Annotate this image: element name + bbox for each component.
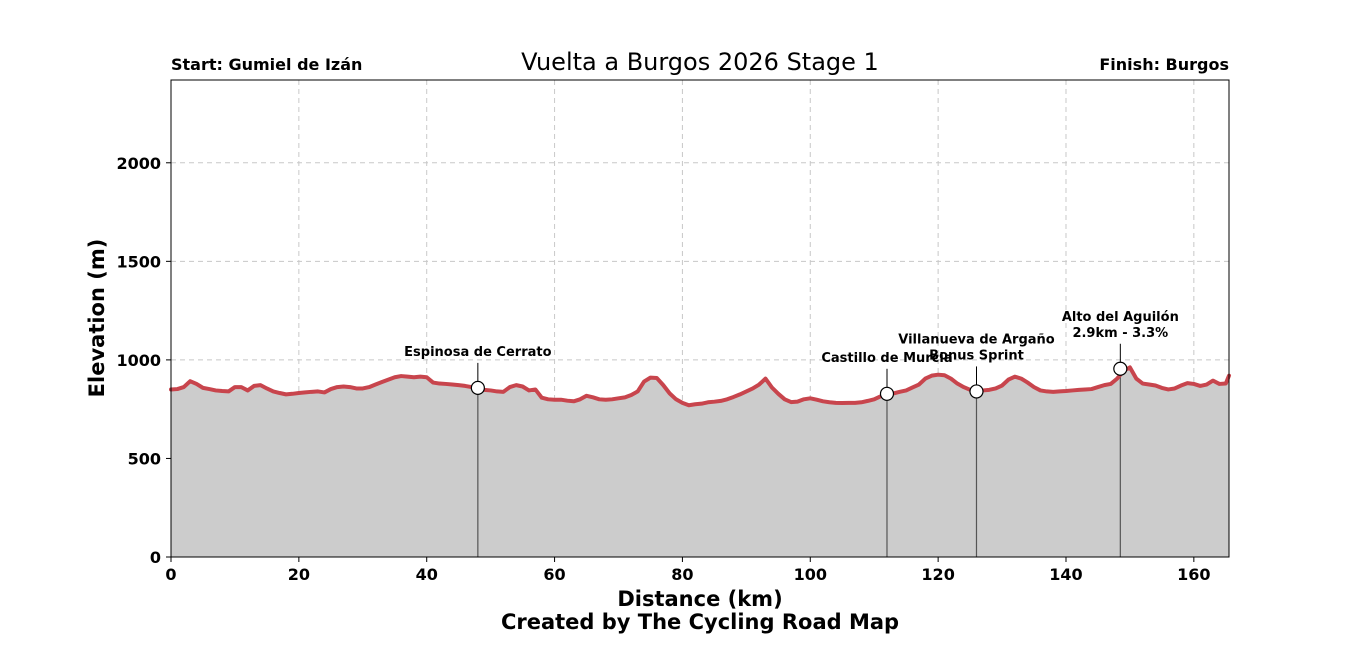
plot-frame [170, 79, 1230, 558]
y-tick-label: 1500 [116, 252, 161, 271]
x-tick-label: 100 [794, 565, 827, 584]
annotation-label: Alto del Aguilón [1062, 310, 1179, 325]
y-tick-label: 2000 [116, 154, 161, 173]
annotation-label: Villanueva de Argaño [898, 332, 1055, 347]
x-tick-label: 40 [416, 565, 438, 584]
annotation-label: Castillo de Murcia [821, 351, 952, 366]
y-axis-ticks: 0 500 1000 1500 2000 [116, 154, 171, 567]
x-tick-label: 60 [543, 565, 565, 584]
annotation-marker [879, 386, 895, 401]
finish-label: Finish: Burgos [1099, 55, 1229, 74]
annotation-label: Bonus Sprint [929, 348, 1024, 363]
annotation-labels: Espinosa de Cerrato Castillo de Murcia Vil… [404, 310, 1179, 366]
x-tick-label: 160 [1177, 565, 1210, 584]
start-label: Start: Gumiel de Izán [171, 55, 362, 74]
annotation-label: 2.9km - 3.3% [1072, 326, 1168, 341]
x-tick-label: 120 [921, 565, 954, 584]
x-tick-label: 80 [671, 565, 693, 584]
y-axis-label: Elevation (m) [85, 239, 109, 398]
x-axis-label: Distance (km) [617, 587, 782, 611]
elevation-profile-line [169, 365, 1231, 408]
y-tick-label: 1000 [116, 351, 161, 370]
annotation-marker [470, 380, 485, 395]
x-tick-label: 0 [165, 565, 176, 584]
chart-title: Vuelta a Burgos 2026 Stage 1 [521, 48, 879, 76]
credit-text: Created by The Cycling Road Map [501, 610, 899, 634]
y-tick-label: 0 [150, 548, 161, 567]
annotation-label: Espinosa de Cerrato [404, 345, 551, 360]
x-tick-label: 140 [1049, 565, 1082, 584]
x-axis-ticks: 0 20 40 60 80 100 120 140 160 [165, 557, 1211, 584]
annotation-marker [969, 384, 984, 399]
y-tick-label: 500 [128, 449, 161, 468]
annotation-markers [470, 361, 1128, 401]
elevation-area-fill [171, 367, 1229, 557]
annotation-marker [1113, 361, 1128, 376]
x-tick-label: 20 [288, 565, 310, 584]
